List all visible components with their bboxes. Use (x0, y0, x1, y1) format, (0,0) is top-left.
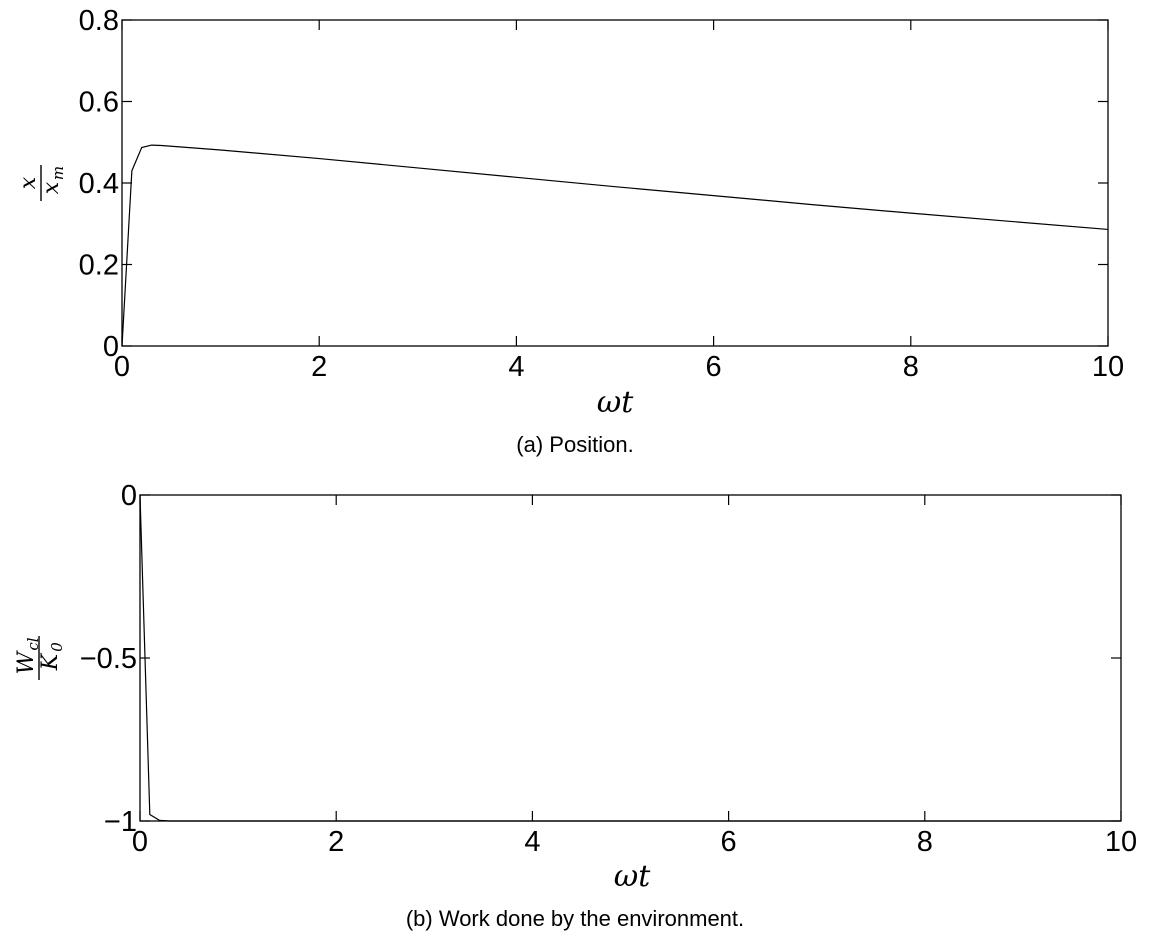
ticks-b (139, 494, 1122, 822)
x-tick-label: 10 (1092, 351, 1124, 383)
y-tick-label: −0.5 (80, 643, 137, 675)
x-tick-labels-a: 0 2 4 6 8 10 (114, 351, 1124, 383)
x-tick-label: 4 (524, 826, 540, 858)
y-tick-label: 0 (103, 331, 119, 363)
y-label-numerator-a: x (16, 176, 41, 189)
y-label-denominator-sub-a: m (49, 166, 67, 180)
plot-frame-b (139, 494, 1122, 822)
x-tick-label: 0 (114, 351, 130, 383)
x-tick-label: 8 (917, 826, 933, 858)
y-label-denominator-a: x (39, 181, 64, 194)
y-tick-label: 0.2 (79, 250, 119, 282)
x-tick-label: 2 (311, 351, 327, 383)
x-tick-label: 4 (508, 351, 524, 383)
x-tick-label: 2 (328, 826, 344, 858)
series-line-b (139, 494, 1121, 822)
y-label-numerator-b: W (14, 649, 39, 674)
y-tick-label: 0.6 (79, 87, 119, 119)
x-tick-label: 6 (706, 351, 722, 383)
plot-frame-a (121, 19, 1109, 347)
y-tick-label: −1 (104, 806, 137, 838)
panel-a: 0 2 4 6 8 10 0 0.2 0.4 0.6 0.8 ωt x x m (a) Posit… (16, 5, 1124, 457)
x-axis-label-a: ωt (597, 385, 634, 420)
y-tick-label: 0.8 (79, 5, 119, 37)
x-tick-label: 10 (1105, 826, 1137, 858)
x-tick-label: 0 (132, 826, 148, 858)
y-tick-label: 0.4 (79, 168, 119, 200)
x-tick-labels-b: 0 2 4 6 8 10 (132, 826, 1137, 858)
y-label-denominator-sub-b: 0 (48, 642, 66, 652)
x-tick-label: 8 (903, 351, 919, 383)
panel-b: 0 2 4 6 8 10 −1 −0.5 0 ωt W cl K 0 (b) Work don… (14, 480, 1137, 931)
y-tick-labels-a: 0 0.2 0.4 0.6 0.8 (79, 5, 119, 363)
y-tick-labels-b: −1 −0.5 0 (80, 480, 137, 838)
series-line-a (121, 144, 1109, 347)
caption-a: (a) Position. (516, 432, 633, 457)
x-tick-label: 6 (721, 826, 737, 858)
y-axis-label-a: x x m (16, 165, 67, 201)
y-axis-label-b: W cl K 0 (14, 636, 66, 680)
caption-b: (b) Work done by the environment. (406, 906, 744, 931)
y-label-numerator-sub-b: cl (24, 637, 42, 650)
y-label-denominator-b: K (38, 652, 63, 671)
y-tick-label: 0 (121, 480, 137, 512)
x-axis-label-b: ωt (614, 859, 651, 894)
ticks-a (121, 19, 1109, 347)
